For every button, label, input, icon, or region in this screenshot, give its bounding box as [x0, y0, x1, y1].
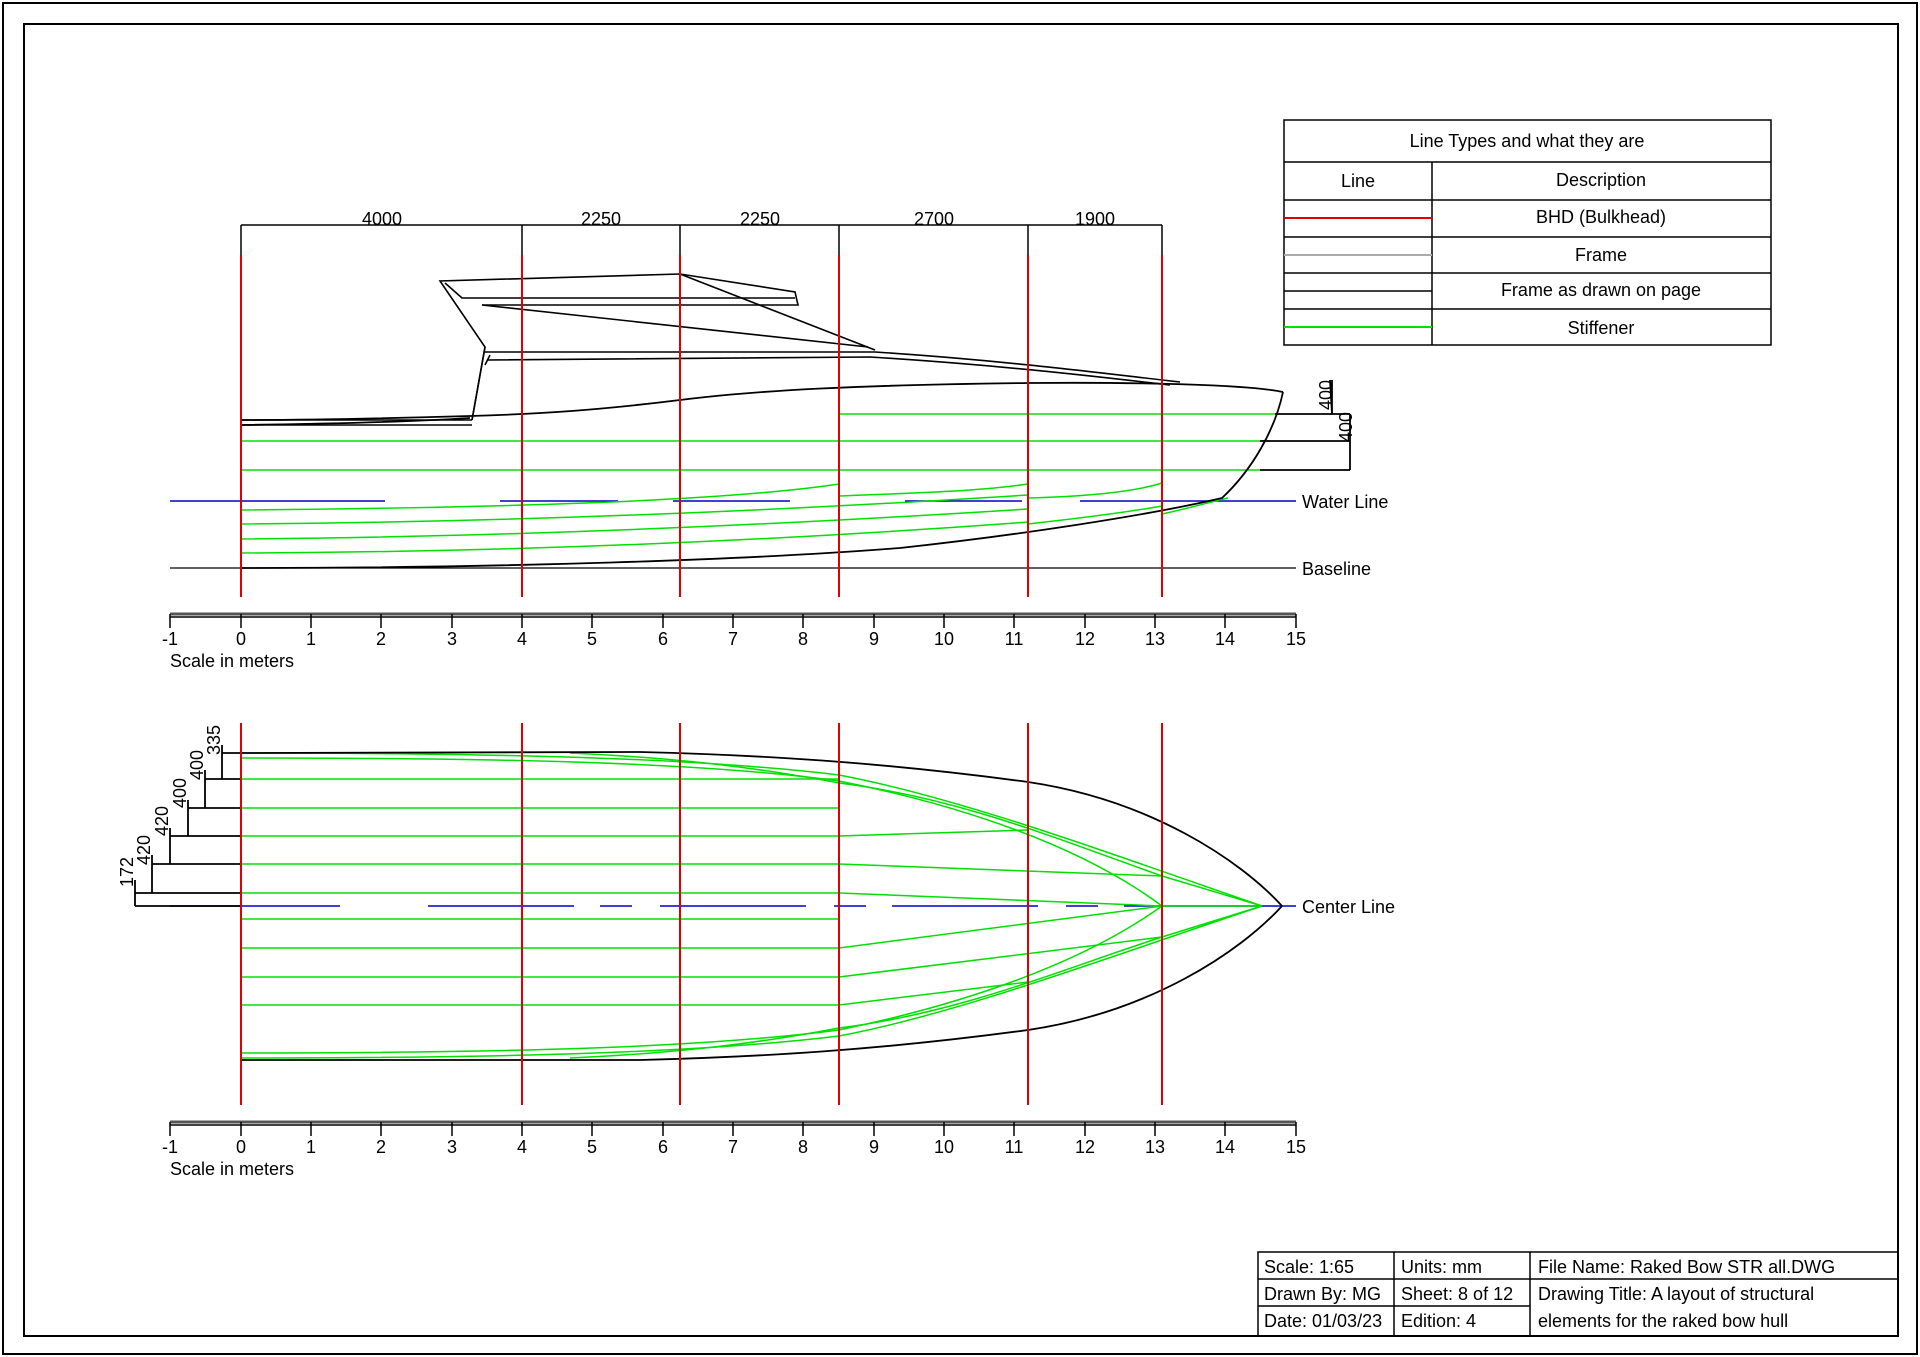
title-block-units: Units: mm [1401, 1257, 1482, 1277]
scale-tick-label: 6 [658, 629, 668, 649]
plan-stiffeners [240, 752, 1263, 1059]
title-block-drawing-title-cont: elements for the raked bow hull [1538, 1311, 1788, 1331]
scale-tick-label: 7 [728, 629, 738, 649]
title-block-scale: Scale: 1:65 [1264, 1257, 1354, 1277]
side-bulkheads [240, 255, 1163, 597]
scale-tick-label: -1 [162, 629, 178, 649]
dimension-label: 4000 [362, 209, 402, 229]
dimension-label: 2250 [740, 209, 780, 229]
legend-desc: BHD (Bulkhead) [1536, 207, 1666, 227]
side-stiffeners [240, 413, 1275, 554]
side-profile-view: 4000 2250 2250 2700 1900 Baseline Water … [162, 209, 1388, 671]
title-block-drawn-by: Drawn By: MG [1264, 1284, 1381, 1304]
scale-tick-label: 3 [447, 629, 457, 649]
scale-tick-label: 8 [798, 629, 808, 649]
center-line-label: Center Line [1302, 897, 1395, 917]
scale-tick-label: 7 [728, 1137, 738, 1157]
scale-tick-label: 11 [1005, 1137, 1024, 1157]
scale-tick-label: 12 [1075, 1137, 1095, 1157]
scale-caption: Scale in meters [170, 651, 294, 671]
scale-tick-label: 14 [1215, 629, 1235, 649]
title-block: Scale: 1:65 Units: mm File Name: Raked B… [1257, 1251, 1899, 1337]
dimension-chain [240, 224, 1163, 255]
scale-tick-label: 12 [1075, 629, 1095, 649]
scale-tick-label: 6 [658, 1137, 668, 1157]
dimension-label: 2250 [581, 209, 621, 229]
legend-desc: Frame [1575, 245, 1627, 265]
scale-tick-label: 0 [236, 629, 246, 649]
scale-tick-label: 13 [1145, 629, 1165, 649]
scale-tick-label: 4 [517, 1137, 527, 1157]
scale-tick-label: 8 [798, 1137, 808, 1157]
scale-caption: Scale in meters [170, 1159, 294, 1179]
hull-outline-side [240, 379, 1351, 569]
height-label: 400 [1316, 380, 1336, 410]
scale-tick-label: 13 [1145, 1137, 1165, 1157]
title-block-file-name: File Name: Raked Bow STR all.DWG [1538, 1257, 1835, 1277]
scale-tick-label: 2 [376, 629, 386, 649]
legend-col-description: Description [1556, 170, 1646, 190]
height-label: 400 [1336, 412, 1356, 442]
scale-tick-label: 1 [306, 1137, 316, 1157]
legend-col-line: Line [1341, 171, 1375, 191]
scale-tick-label: 10 [934, 629, 954, 649]
scale-bar-top [169, 612, 1297, 628]
scale-bar-bottom [169, 1120, 1297, 1136]
cabin-outline [241, 273, 1181, 426]
width-label: 420 [152, 806, 172, 836]
scale-tick-label: 0 [236, 1137, 246, 1157]
legend-desc: Stiffener [1568, 318, 1635, 338]
dimension-label: 2700 [914, 209, 954, 229]
scale-tick-label: 1 [306, 629, 316, 649]
plan-bulkheads [240, 723, 1163, 1105]
scale-tick-label: 10 [934, 1137, 954, 1157]
scale-tick-label: -1 [162, 1137, 178, 1157]
scale-tick-label: 9 [869, 629, 879, 649]
width-label: 420 [134, 835, 154, 865]
hull-outline-plan [134, 745, 1283, 1061]
title-block-drawing-title: Drawing Title: A layout of structural [1538, 1284, 1814, 1304]
scale-tick-label: 14 [1215, 1137, 1235, 1157]
width-label: 400 [187, 750, 207, 780]
scale-tick-label: 5 [587, 1137, 597, 1157]
scale-tick-label: 3 [447, 1137, 457, 1157]
legend-title: Line Types and what they are [1410, 131, 1645, 151]
baseline-label: Baseline [1302, 559, 1371, 579]
scale-tick-label: 5 [587, 629, 597, 649]
plan-view: Center Line [117, 723, 1395, 1179]
scale-tick-label: 15 [1286, 1137, 1306, 1157]
legend-desc: Frame as drawn on page [1501, 280, 1701, 300]
inner-border [23, 23, 1899, 1337]
water-line-label: Water Line [1302, 492, 1388, 512]
scale-tick-label: 15 [1286, 629, 1306, 649]
dimension-label: 1900 [1075, 209, 1115, 229]
title-block-edition: Edition: 4 [1401, 1311, 1476, 1331]
width-label: 400 [170, 778, 190, 808]
scale-tick-label: 4 [517, 629, 527, 649]
width-label: 172 [117, 857, 137, 887]
scale-tick-label: 9 [869, 1137, 879, 1157]
title-block-date: Date: 01/03/23 [1264, 1311, 1382, 1331]
title-block-sheet: Sheet: 8 of 12 [1401, 1284, 1513, 1304]
scale-tick-label: 11 [1005, 629, 1024, 649]
width-label: 335 [204, 725, 224, 755]
scale-tick-label: 2 [376, 1137, 386, 1157]
legend-table: Line Types and what they are Line Descri… [1283, 119, 1772, 346]
